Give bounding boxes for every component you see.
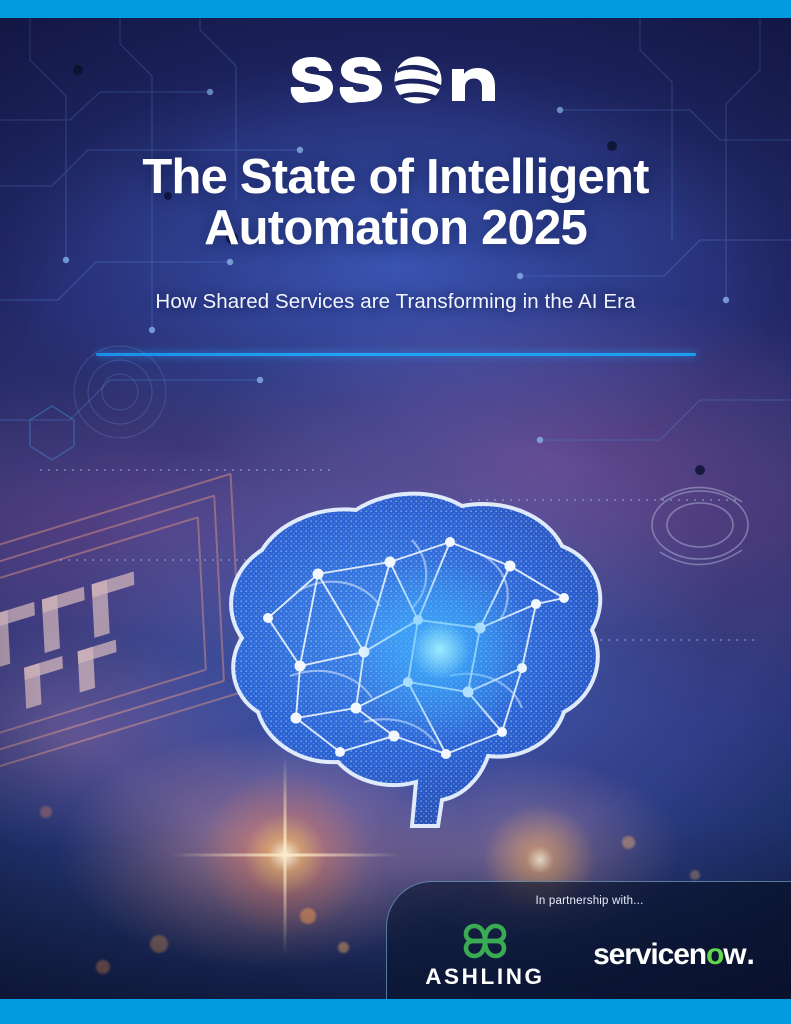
ashling-logo: ASHLING: [425, 920, 544, 990]
partnership-label: In partnership with...: [535, 895, 644, 907]
page-subtitle: How Shared Services are Transforming in …: [155, 290, 636, 313]
servicenow-part1: servicen: [593, 938, 707, 971]
title-divider: [96, 353, 696, 356]
globe-icon: [290, 56, 495, 104]
title-line-2: Automation 2025: [204, 200, 588, 255]
partnership-panel: In partnership with... ASHLING servicen …: [386, 881, 791, 1000]
servicenow-logo: servicen o w .: [593, 938, 755, 972]
sson-logo: [0, 56, 791, 118]
servicenow-trademark: .: [746, 938, 755, 971]
bottom-accent-bar: [0, 999, 791, 1024]
servicenow-accent-o: o: [706, 938, 724, 971]
servicenow-part2: w: [723, 938, 746, 971]
partner-logo-row: ASHLING servicen o w .: [387, 916, 791, 994]
ashling-wordmark: ASHLING: [425, 964, 545, 989]
page-title: The State of Intelligent Automation 2025: [40, 152, 751, 254]
clover-icon: [463, 923, 507, 959]
title-line-1: The State of Intelligent: [142, 150, 649, 204]
top-accent-bar: [0, 0, 791, 18]
